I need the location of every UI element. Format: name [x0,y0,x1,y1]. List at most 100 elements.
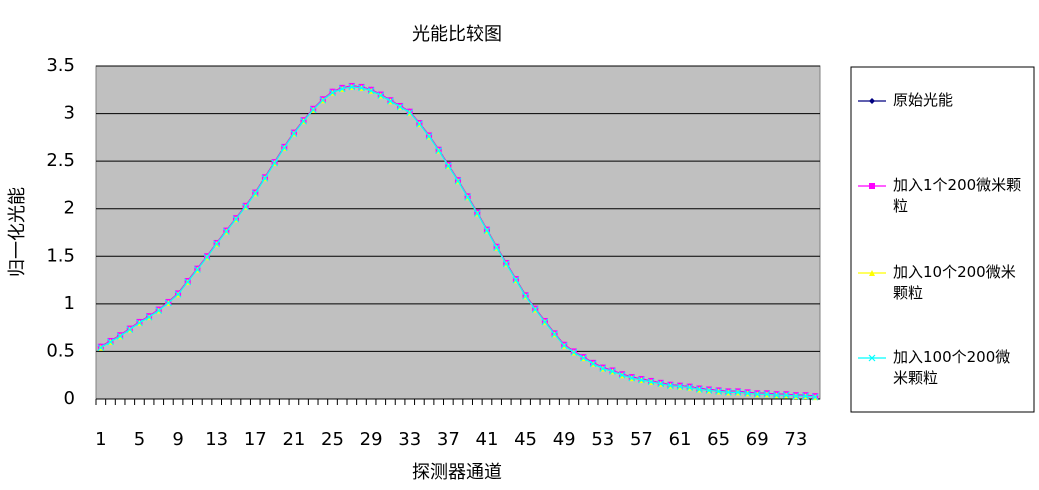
data-point [358,84,365,92]
data-point [193,266,201,274]
data-point [811,393,819,401]
legend-label: 原始光能 [893,91,954,109]
data-point [580,354,587,362]
y-tick-label: 2.5 [46,150,75,171]
data-point [415,120,423,128]
data-point [155,307,163,314]
x-tick-label: 1 [95,429,106,450]
data-point [763,390,771,398]
x-tick-label: 9 [172,429,183,450]
data-point [609,367,616,375]
y-tick-label: 2 [64,198,75,219]
data-point [251,190,259,197]
data-point [338,85,346,93]
data-point [203,253,211,261]
data-point [802,392,809,400]
data-point [551,330,558,338]
data-point [522,292,529,300]
chart-title: 光能比较图 [412,24,502,45]
x-tick-label: 29 [360,429,383,450]
data-point [164,299,172,307]
data-point [213,240,221,248]
y-tick-label: 0.5 [46,340,75,361]
plot-area [95,65,821,400]
data-point [126,326,134,333]
data-point [676,383,684,391]
x-tick-label: 5 [134,429,145,450]
x-tick-label: 69 [746,429,769,450]
x-tick-label: 25 [321,429,344,450]
data-point [734,388,742,396]
x-tick-label: 61 [669,429,692,450]
x-tick-label: 13 [205,429,228,450]
data-point [473,210,481,217]
y-tick-label: 1 [64,293,75,314]
legend-marker [868,354,876,362]
data-point [512,276,520,284]
data-point [271,159,279,167]
data-point [329,89,336,97]
data-point [319,96,327,104]
data-point [290,130,298,137]
x-tick-label: 17 [244,429,267,450]
data-point [222,228,230,235]
x-tick-label: 73 [784,429,807,450]
x-tick-label: 65 [707,429,730,450]
x-tick-label: 45 [514,429,537,450]
data-point [396,103,404,111]
data-point [744,389,752,397]
x-tick-label: 33 [398,429,421,450]
data-point [97,344,105,352]
data-point [628,374,636,382]
legend-marker [869,183,875,189]
data-point [705,387,713,394]
data-point [715,387,723,395]
data-point [184,278,192,286]
data-point [618,371,626,379]
legend-label: 加入1个200微米颗粒 [893,176,1022,215]
x-tick-label: 41 [476,429,499,450]
x-tick-label: 21 [282,429,305,450]
data-point [367,87,375,95]
data-point [570,348,578,356]
data-point [637,376,645,384]
y-axis-title: 归一化光能 [7,187,28,277]
data-point [483,227,491,235]
data-point [280,144,288,152]
data-point [599,365,607,372]
data-point [464,193,472,201]
data-point [753,390,761,398]
data-point [686,384,694,392]
data-point [792,392,800,400]
y-tick-label: 1.5 [46,245,75,266]
data-point [666,382,674,390]
data-point [107,338,114,346]
data-point [377,92,385,99]
data-point [531,306,539,313]
legend-marker [869,98,875,104]
data-point [425,132,433,140]
data-point [309,106,317,114]
data-point [647,378,655,386]
x-tick-label: 37 [437,429,460,450]
data-point [136,319,143,327]
x-tick-label: 53 [591,429,614,450]
y-tick-label: 3 [64,103,75,124]
data-point [242,203,250,211]
y-tick-label: 0 [64,388,75,409]
x-tick-label: 57 [630,429,653,450]
data-point [174,290,182,298]
data-point [145,313,153,321]
data-point [261,174,269,182]
legend-marker [869,270,875,276]
x-tick-label: 49 [553,429,576,450]
data-point [454,177,462,185]
data-point [560,342,568,350]
legend-label: 加入10个200微米颗粒 [893,263,1016,302]
data-point [782,391,790,399]
data-point [493,244,501,252]
data-point [657,380,665,388]
data-point [435,147,443,155]
data-point [773,391,780,399]
